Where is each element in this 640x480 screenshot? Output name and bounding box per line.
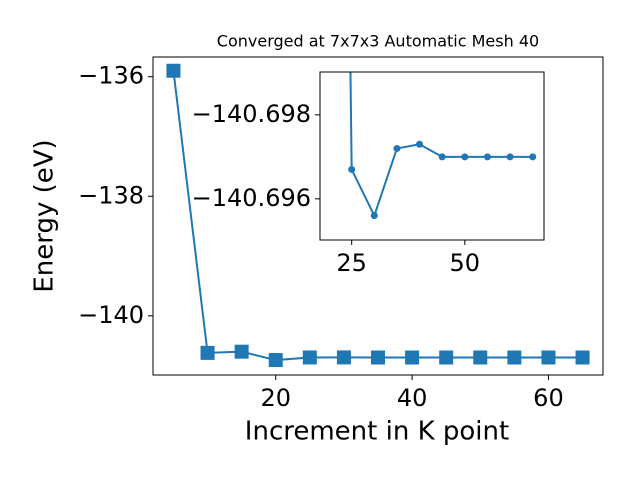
y-tick-label: −140.696 — [192, 184, 311, 212]
marker — [439, 350, 454, 365]
marker — [200, 345, 215, 360]
axes: 25 50 −140.698 −140.696 — [192, 71, 545, 277]
y-tick-label: −140.698 — [192, 100, 311, 128]
marker — [541, 350, 556, 365]
marker — [473, 350, 488, 365]
marker — [370, 212, 378, 220]
marker — [416, 140, 424, 148]
marker — [268, 353, 283, 368]
chart-title: Converged at 7x7x3 Automatic Mesh 40 — [217, 32, 539, 51]
marker — [234, 344, 249, 359]
x-tick-label: 60 — [533, 384, 564, 412]
plot — [166, 63, 590, 368]
marker — [438, 153, 446, 161]
y-axis-label: Energy (eV) — [30, 139, 60, 292]
marker — [336, 350, 351, 365]
marker — [507, 350, 522, 365]
marker — [461, 153, 469, 161]
axes-frame — [152, 56, 604, 376]
y-tick-label: −140 — [78, 301, 144, 329]
x-tick-label: 50 — [450, 249, 481, 277]
marker — [529, 153, 537, 161]
marker — [393, 144, 401, 152]
y-tick-label: −138 — [78, 181, 144, 209]
x-axis-label: Increment in K point — [245, 417, 509, 447]
marker — [371, 350, 385, 365]
axes-frame — [319, 71, 545, 241]
x-tick-label: 20 — [260, 384, 291, 412]
marker — [166, 63, 181, 78]
marker — [483, 153, 491, 161]
marker — [506, 153, 514, 161]
marker — [348, 165, 356, 173]
x-tick-label: 25 — [336, 249, 367, 277]
plot — [348, 72, 537, 220]
y-tick-label: −136 — [78, 62, 144, 90]
marker — [575, 350, 590, 365]
marker — [405, 350, 420, 365]
marker — [302, 350, 317, 365]
series-line — [349, 72, 533, 219]
x-tick-label: 40 — [397, 384, 428, 412]
